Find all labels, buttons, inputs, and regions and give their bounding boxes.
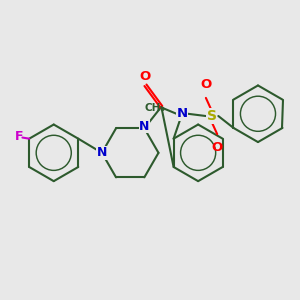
Text: N: N	[139, 119, 149, 133]
Text: N: N	[97, 146, 107, 159]
Text: O: O	[140, 70, 151, 83]
Text: F: F	[15, 130, 23, 143]
Text: CH₃: CH₃	[144, 103, 165, 113]
Text: O: O	[212, 141, 223, 154]
Text: O: O	[200, 78, 211, 91]
Text: S: S	[206, 109, 217, 123]
Text: N: N	[176, 107, 188, 120]
